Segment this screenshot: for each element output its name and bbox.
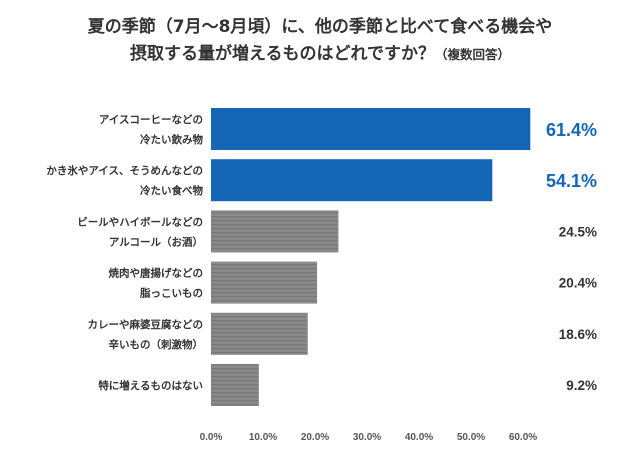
x-tick-labels-layer: 0.0% 10.0% 20.0% 30.0% 40.0% 50.0% 60.0% [200, 432, 538, 443]
category-label-4-line-2: 脂っこいもの [139, 287, 203, 300]
title-note: （複数回答） [434, 47, 510, 62]
category-label-3-line-2: アルコール（お酒） [109, 235, 203, 248]
bars-layer [211, 108, 531, 406]
bar-1 [211, 108, 531, 150]
bar-2 [211, 159, 493, 202]
x-tick-label-5: 40.0% [405, 432, 433, 443]
bar-6 [211, 364, 259, 406]
x-tick-label-1: 0.0% [200, 432, 223, 443]
x-tick-label-6: 50.0% [457, 432, 485, 443]
category-label-2-line-1: かき氷やアイス、そうめんなどの [46, 164, 203, 177]
x-tick-label-7: 60.0% [509, 432, 537, 443]
bar-4 [211, 261, 318, 304]
x-tick-label-4: 30.0% [353, 432, 381, 443]
value-label-4: 20.4% [559, 276, 597, 291]
value-label-2: 54.1% [546, 171, 597, 191]
category-label-5-line-1: カレーや麻婆豆腐などの [88, 318, 204, 331]
category-label-5-line-2: 辛いもの（刺激物） [109, 338, 204, 351]
value-label-5: 18.6% [559, 327, 597, 342]
title-line-2: 摂取する量が増えるものはどれですか？（複数回答） [0, 41, 640, 68]
value-label-3: 24.5% [559, 224, 597, 239]
chart-title: 夏の季節（7月～8月頃）に、他の季節と比べて食べる機会や 摂取する量が増えるもの… [0, 14, 640, 68]
category-label-4-line-1: 焼肉や唐揚げなどの [109, 267, 204, 280]
category-labels-layer: アイスコーヒーなどの冷たい飲み物かき氷やアイス、そうめんなどの冷たい食べ物ビール… [46, 113, 203, 392]
value-labels-layer: 61.4% 54.1% 24.5% 20.4% 18.6% 9.2% [546, 120, 597, 393]
category-label-6-line-1: 特に増えるものはない [98, 379, 203, 392]
title-line-1: 夏の季節（7月～8月頃）に、他の季節と比べて食べる機会や [87, 17, 553, 37]
x-tick-label-3: 20.0% [301, 432, 329, 443]
value-label-1: 61.4% [546, 120, 597, 140]
value-label-6: 9.2% [566, 378, 597, 393]
bar-5 [211, 312, 308, 355]
category-label-1-line-1: アイスコーヒーなどの [99, 113, 203, 126]
category-label-2-line-2: 冷たい食べ物 [140, 184, 203, 197]
title-question: 摂取する量が増えるものはどれですか？ [130, 44, 435, 64]
category-label-1-line-2: 冷たい飲み物 [140, 133, 203, 146]
x-tick-label-2: 10.0% [249, 432, 277, 443]
bar-3 [211, 210, 339, 253]
category-label-3-line-1: ビールやハイボールなどの [77, 215, 203, 228]
